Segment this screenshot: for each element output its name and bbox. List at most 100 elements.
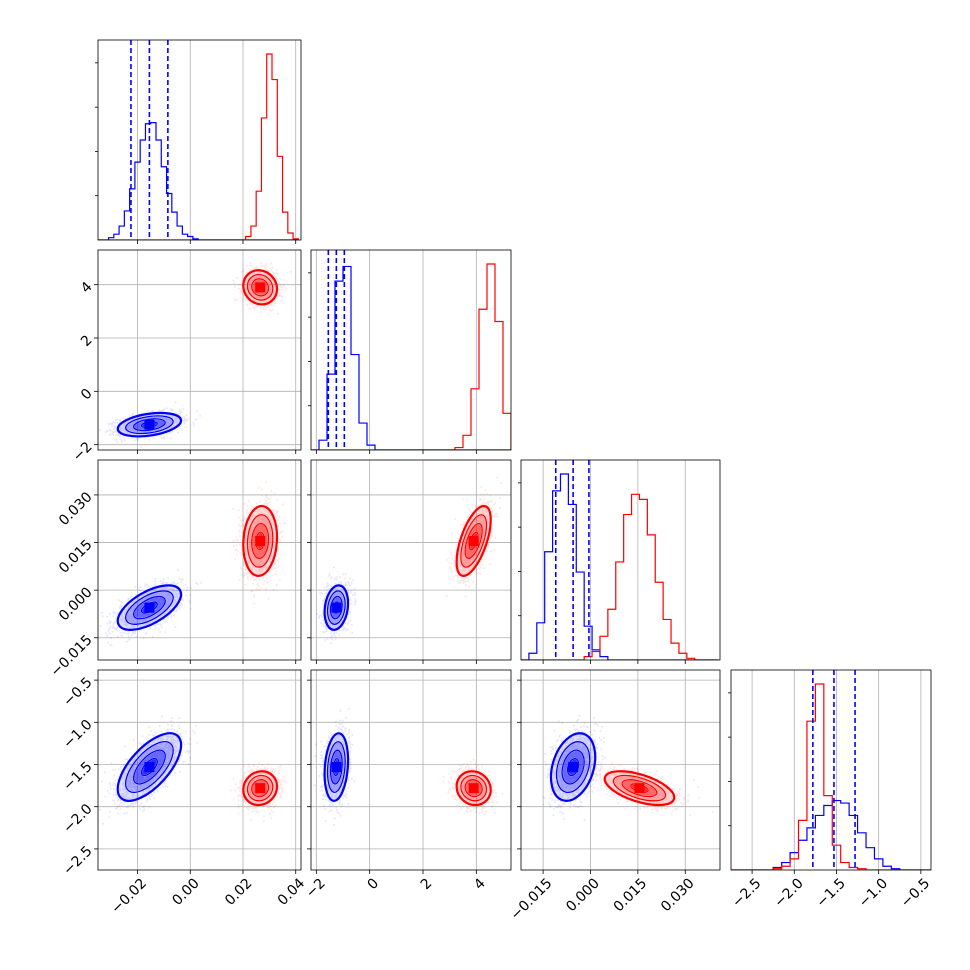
x-tick-label: −2 <box>303 875 329 901</box>
y-tick-label: 0.015 <box>56 537 96 577</box>
contour-line-1 <box>246 514 274 568</box>
density-peak-blue <box>144 602 155 613</box>
contour-line-1 <box>246 273 274 301</box>
contour-line-2 <box>561 749 585 785</box>
contour-line-0 <box>116 732 183 802</box>
panel-frame <box>97 249 302 451</box>
x-tick-label: −0.5 <box>898 875 933 910</box>
x-tick-label: −0.02 <box>108 875 150 917</box>
histogram-red-1 <box>311 263 511 450</box>
panel-content <box>542 714 714 822</box>
contour-line-2 <box>464 779 483 798</box>
contour-line-1 <box>326 590 346 625</box>
contour-line-2 <box>132 418 166 432</box>
panel-frame <box>520 669 721 871</box>
density-peak-red <box>634 783 645 794</box>
panel-frame <box>97 459 302 661</box>
panel-content <box>99 481 287 647</box>
panel-frame <box>97 669 302 871</box>
scatter-blue-1-3 <box>313 707 356 826</box>
density-peak-red <box>468 783 479 794</box>
scatter-red-1-3 <box>442 758 504 816</box>
y-tick-label: 2 <box>78 332 96 350</box>
panel-content <box>316 476 503 645</box>
panel-1-0 <box>94 249 302 454</box>
panel-3-1 <box>307 669 512 874</box>
y-tick-label: 0.000 <box>56 585 96 625</box>
contour-line-2 <box>329 749 343 785</box>
density-peak-blue <box>331 602 342 613</box>
x-tick-label: 2 <box>418 875 436 893</box>
contour-line-1 <box>460 774 488 802</box>
panel-frame <box>310 249 512 451</box>
contour-line-2 <box>251 278 270 297</box>
panel-content <box>313 707 504 826</box>
y-tick-label: −2.5 <box>60 843 95 878</box>
histogram-red-0 <box>98 53 299 240</box>
histogram-blue-2 <box>521 473 719 660</box>
contour-line-2 <box>132 595 166 620</box>
panel-0-0 <box>95 39 302 244</box>
density-peak-blue <box>144 419 155 430</box>
panel-3-0 <box>94 669 302 874</box>
panel-3-3 <box>728 669 932 874</box>
y-tick-label: −1.5 <box>60 759 95 794</box>
density-peak-red <box>468 535 479 546</box>
histogram-red-3 <box>731 683 931 870</box>
density-peak-red <box>255 783 266 794</box>
x-tick-label: 4 <box>471 875 489 893</box>
panel-content <box>98 262 292 450</box>
contour-line-1 <box>125 741 174 794</box>
panel-content <box>731 670 931 870</box>
panel-2-2 <box>518 459 721 664</box>
x-tick-label: −2.0 <box>771 875 806 910</box>
panel-frame <box>520 459 721 661</box>
histogram-red-2 <box>521 493 719 660</box>
contour-line-0 <box>323 732 350 802</box>
scatter-blue-2-3 <box>542 714 606 822</box>
panel-frame <box>310 459 512 661</box>
contour-line-2 <box>621 779 658 798</box>
contour-line-2 <box>251 522 270 560</box>
panel-frame <box>310 669 512 871</box>
scatter-red-0-3 <box>229 762 287 823</box>
contour-line-0 <box>116 411 183 438</box>
y-tick-label: −2 <box>70 439 96 465</box>
contour-line-0 <box>603 770 676 807</box>
contour-line-0 <box>242 770 279 807</box>
contour-line-0 <box>323 584 350 631</box>
scatter-blue-1-2 <box>316 566 357 645</box>
contour-line-1 <box>555 741 591 794</box>
x-tick-label: 0.030 <box>658 875 698 915</box>
y-tick-label: −2.0 <box>60 801 95 836</box>
panel-content <box>311 250 511 450</box>
contour-line-1 <box>125 415 174 435</box>
panel-2-1 <box>307 459 512 664</box>
scatter-blue-0-1 <box>98 401 202 450</box>
density-peak-blue <box>568 762 579 773</box>
panel-1-1 <box>308 249 512 454</box>
scatter-red-0-2 <box>231 481 287 605</box>
panel-content <box>99 715 287 825</box>
panel-content <box>98 40 299 240</box>
scatter-red-1-2 <box>445 476 503 598</box>
contour-line-1 <box>125 590 174 625</box>
contour-line-1 <box>612 774 667 802</box>
y-tick-label: 4 <box>78 279 96 297</box>
contour-line-1 <box>246 774 274 802</box>
x-tick-label: 0.015 <box>611 875 651 915</box>
scatter-blue-0-2 <box>99 569 203 647</box>
contour-line-2 <box>329 595 343 620</box>
x-tick-label: 0.00 <box>169 875 202 908</box>
contour-line-0 <box>116 584 183 631</box>
histogram-blue-0 <box>98 121 299 240</box>
contour-line-0 <box>242 269 279 306</box>
contour-line-1 <box>460 514 488 568</box>
y-tick-label: 0.030 <box>56 489 96 529</box>
x-tick-label: −0.015 <box>508 875 556 923</box>
panel-frame <box>730 669 932 871</box>
contour-line-0 <box>549 732 597 802</box>
panel-frame <box>97 39 302 241</box>
contour-line-1 <box>326 741 346 794</box>
